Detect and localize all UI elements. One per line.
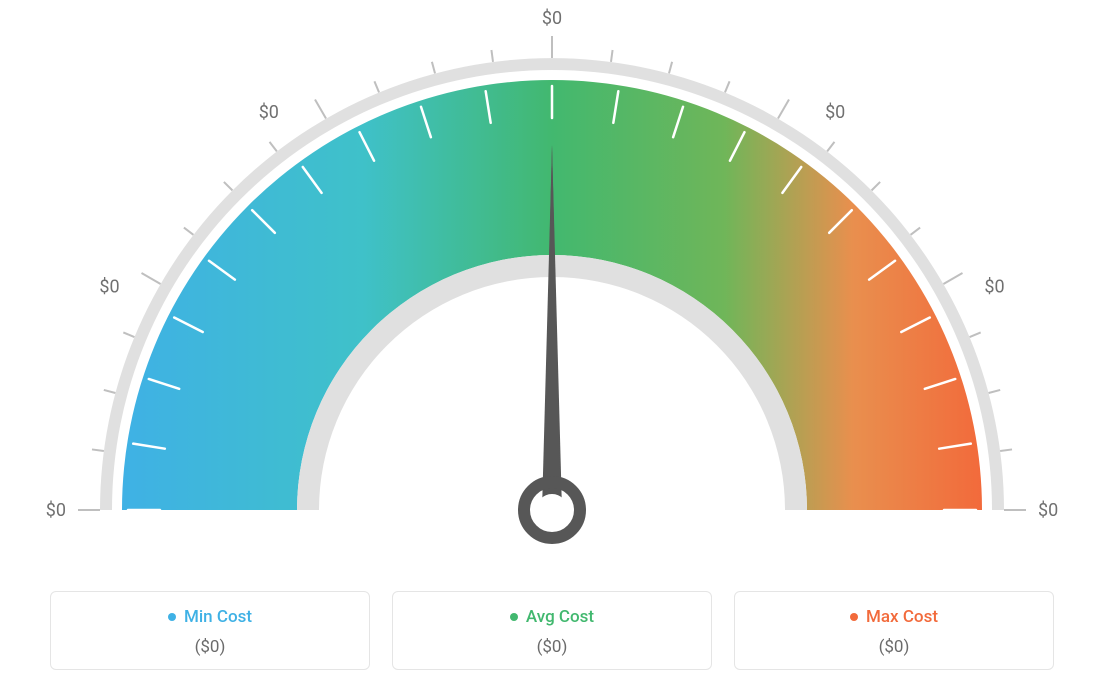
svg-text:$0: $0 [259,102,279,123]
svg-text:$0: $0 [99,277,119,298]
legend-row: Min Cost ($0) Avg Cost ($0) Max Cost ($0… [0,591,1104,670]
svg-text:$0: $0 [984,277,1004,298]
gauge-area: $0 $0 $0 $0 $0 $0 $0 [0,0,1104,560]
legend-value-avg: ($0) [403,637,701,657]
dot-icon [510,613,518,621]
legend-title-max: Max Cost [850,607,938,627]
svg-text:$0: $0 [825,102,845,123]
legend-title-min: Min Cost [168,607,252,627]
legend-card-avg: Avg Cost ($0) [392,591,712,670]
cost-gauge-widget: $0 $0 $0 $0 $0 $0 $0 Min Cost ($0) Avg Cost ($… [0,0,1104,690]
gauge-svg: $0 $0 $0 $0 $0 $0 $0 [0,0,1104,560]
svg-text:$0: $0 [542,8,562,29]
legend-label: Max Cost [866,607,938,627]
legend-card-max: Max Cost ($0) [734,591,1054,670]
legend-label: Avg Cost [526,607,594,627]
legend-value-max: ($0) [745,637,1043,657]
dot-icon [850,613,858,621]
legend-card-min: Min Cost ($0) [50,591,370,670]
dot-icon [168,613,176,621]
svg-text:$0: $0 [1038,500,1058,521]
legend-title-avg: Avg Cost [510,607,594,627]
legend-value-min: ($0) [61,637,359,657]
svg-text:$0: $0 [46,500,66,521]
legend-label: Min Cost [184,607,252,627]
